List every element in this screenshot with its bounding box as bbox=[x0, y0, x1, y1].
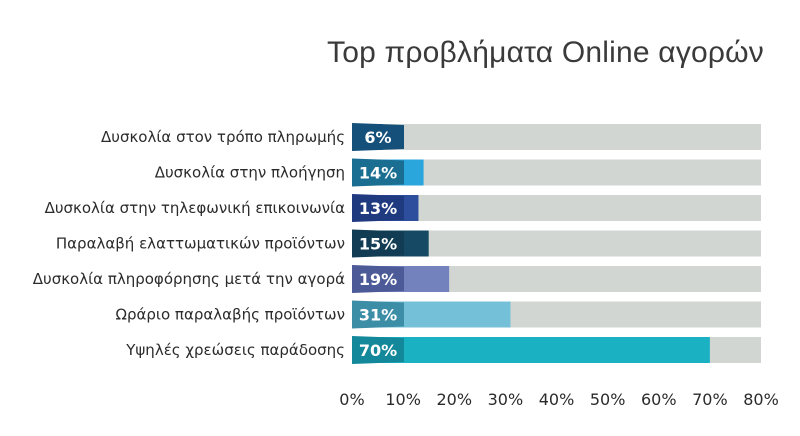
category-label: Υψηλές χρεώσεις παράδοσης bbox=[125, 341, 345, 359]
category-label: Δυσκολία στην πλοήγηση bbox=[155, 164, 345, 182]
x-tick-label: 10% bbox=[385, 390, 421, 409]
x-tick-label: 70% bbox=[692, 390, 728, 409]
category-label: Δυσκολία στον τρόπο πληρωμής bbox=[101, 128, 345, 146]
value-badge bbox=[352, 123, 404, 151]
x-tick-label: 80% bbox=[743, 390, 779, 409]
x-tick-label: 0% bbox=[339, 390, 364, 409]
category-label: Παραλαβή ελαττωματικών προϊόντων bbox=[56, 235, 345, 253]
value-label: 19% bbox=[359, 270, 397, 289]
value-label: 70% bbox=[359, 341, 397, 360]
value-label: 14% bbox=[359, 164, 397, 183]
category-label: Ωράριο παραλαβής προϊόντων bbox=[116, 306, 346, 324]
bar-track bbox=[352, 195, 761, 221]
value-label: 31% bbox=[359, 306, 397, 325]
value-label: 15% bbox=[359, 235, 397, 254]
value-badge bbox=[352, 194, 404, 222]
x-tick-label: 60% bbox=[641, 390, 677, 409]
chart-title: Top προβλήματα Online αγορών bbox=[327, 36, 764, 69]
bar bbox=[352, 337, 710, 363]
category-label: Δυσκολία πληροφόρησης μετά την αγορά bbox=[33, 270, 345, 288]
x-tick-label: 50% bbox=[590, 390, 626, 409]
value-badges: 6% 14% 13% 15% 19% 31% 70% bbox=[352, 123, 404, 364]
value-badge bbox=[352, 158, 404, 187]
value-label: 6% bbox=[364, 128, 391, 147]
x-axis-tick-labels: 0% 10% 20% 30% 40% 50% 60% 70% 80% bbox=[339, 390, 778, 409]
value-badge bbox=[352, 265, 404, 293]
value-badge bbox=[352, 300, 404, 329]
category-labels: Δυσκολία στον τρόπο πληρωμής Δυσκολία στη… bbox=[33, 128, 345, 359]
value-badge bbox=[352, 229, 404, 258]
value-badge bbox=[352, 336, 404, 364]
bar-track bbox=[352, 124, 761, 150]
category-label: Δυσκολία στην τηλεφωνική επικοινωνία bbox=[45, 199, 346, 217]
x-tick-label: 40% bbox=[539, 390, 575, 409]
x-tick-label: 20% bbox=[436, 390, 472, 409]
value-label: 13% bbox=[359, 199, 397, 218]
x-tick-label: 30% bbox=[488, 390, 524, 409]
